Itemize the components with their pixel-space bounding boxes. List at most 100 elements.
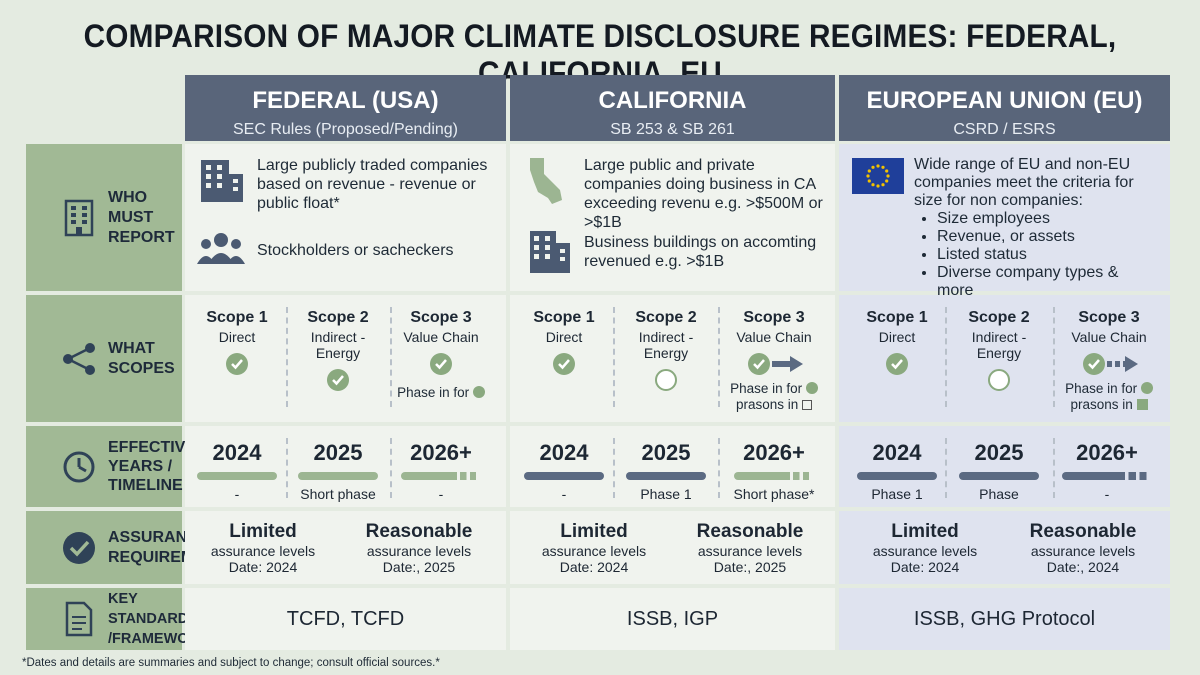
standards-text: ISSB, GHG Protocol xyxy=(913,608,1096,630)
row-label-scopes: WHAT SCOPES xyxy=(26,295,182,422)
scopes-federal: Scope 1 Direct Scope 2 Indirect - Energy… xyxy=(185,295,506,422)
assurance-date: Date: 2024 xyxy=(228,559,298,575)
header-california-subtitle: SB 253 & SB 261 xyxy=(610,121,735,138)
year-phase: - xyxy=(234,486,240,502)
assurance-limited: Limited assurance levels Date: 2024 xyxy=(855,521,995,575)
divider xyxy=(390,307,392,407)
california-map-icon xyxy=(526,156,566,211)
scope-name: Scope 3 xyxy=(1078,309,1140,326)
assurance-date: Date: 2024 xyxy=(890,559,960,575)
check-icon xyxy=(1140,382,1153,394)
scope-3: Scope 3 Value Chain Phase in for prasons… xyxy=(718,309,830,413)
year-label: 2026+ xyxy=(743,440,805,465)
document-icon xyxy=(60,600,98,638)
assurance-level: Limited xyxy=(891,521,959,542)
scope-3: Scope 3 Value Chain Phase in for xyxy=(391,309,491,400)
assurance-level: Reasonable xyxy=(365,521,473,542)
empty-circle-icon xyxy=(988,369,1010,391)
assurance-sub: assurance levels xyxy=(1030,543,1136,559)
scope-3: Scope 3 Value Chain Phase in for prasons… xyxy=(1053,309,1165,413)
year-2026plus: 2026+ Short phase* xyxy=(724,440,824,502)
list-item: Size employees xyxy=(937,210,1157,228)
assurance-sub: assurance levels xyxy=(697,543,803,559)
assurance-limited: Limited assurance levels Date: 2024 xyxy=(193,521,333,575)
divider xyxy=(390,438,392,498)
header-federal: FEDERAL (USA) SEC Rules (Proposed/Pendin… xyxy=(185,75,506,141)
scope-name: Scope 3 xyxy=(743,309,805,326)
empty-square-icon xyxy=(802,400,813,410)
years-eu: 2024 Phase 1 2025 Phase 2026+ - xyxy=(839,426,1170,507)
scope-name: Scope 2 xyxy=(968,309,1030,326)
scopes-eu: Scope 1 Direct Scope 2 Indirect - Energy… xyxy=(839,295,1170,422)
who-federal-text-1: Large publicly traded companies based on… xyxy=(257,157,488,212)
check-icon xyxy=(327,369,349,391)
check-icon xyxy=(430,353,452,375)
scope-desc: Value Chain xyxy=(403,329,479,345)
scope-1: Scope 1 Direct xyxy=(514,309,614,375)
assurance-california: Limited assurance levels Date: 2024 Reas… xyxy=(510,511,835,584)
scope-name: Scope 2 xyxy=(307,309,369,326)
list-item: Diverse company types & more xyxy=(937,264,1157,300)
phase-note: Phase in for prasons in xyxy=(1053,381,1165,413)
assurance-level: Limited xyxy=(229,521,297,542)
year-phase: Phase 1 xyxy=(640,486,692,502)
scope-name: Scope 3 xyxy=(410,309,472,326)
timeline-bar-dashed xyxy=(401,472,481,480)
building-icon xyxy=(60,199,98,237)
building-icon xyxy=(199,158,245,207)
check-icon xyxy=(472,386,485,398)
year-label: 2025 xyxy=(974,440,1024,465)
year-phase: - xyxy=(561,486,567,502)
year-label: 2026+ xyxy=(410,440,472,465)
scope-desc: Direct xyxy=(878,329,916,345)
phase-note: Phase in for prasons in xyxy=(718,381,830,413)
year-label: 2024 xyxy=(872,440,922,465)
people-icon xyxy=(197,232,245,271)
timeline-bar xyxy=(298,472,378,480)
assurance-sub: assurance levels xyxy=(366,543,472,559)
assurance-date: Date: 2024 xyxy=(559,559,629,575)
clock-icon xyxy=(60,448,98,486)
check-icon xyxy=(226,353,248,375)
timeline-bar xyxy=(959,472,1039,480)
timeline-bar-dashed xyxy=(1062,472,1152,480)
year-phase: Phase 1 xyxy=(871,486,923,502)
timeline-bar xyxy=(626,472,706,480)
check-icon xyxy=(886,353,908,375)
year-phase: - xyxy=(438,486,444,502)
year-phase: Short phase* xyxy=(733,486,815,502)
standards-federal: TCFD, TCFD xyxy=(185,588,506,650)
year-phase: - xyxy=(1104,486,1110,502)
phase-note-text: Phase in for xyxy=(397,385,470,400)
who-eu-intro: Wide range of EU and non-EU companies me… xyxy=(914,156,1134,209)
empty-circle-icon xyxy=(655,369,677,391)
header-federal-title: FEDERAL (USA) xyxy=(252,87,439,114)
year-2026plus: 2026+ - xyxy=(393,440,489,502)
assurance-level: Limited xyxy=(560,521,628,542)
divider xyxy=(718,307,720,407)
scope-2: Scope 2 Indirect - Energy xyxy=(616,309,716,391)
row-label-years: EFFECTIVE YEARS / TIMELINE xyxy=(26,426,196,507)
scopes-california: Scope 1 Direct Scope 2 Indirect - Energy… xyxy=(510,295,835,422)
phase-note-text: Phase in for xyxy=(730,381,803,396)
header-eu: EUROPEAN UNION (EU) CSRD / ESRS xyxy=(839,75,1170,141)
assurance-reasonable: Reasonable assurance levels Date:, 2025 xyxy=(349,521,489,575)
phase-note-text: prasons in xyxy=(1070,397,1133,412)
who-california-text-2: Business buildings on accomting revenued… xyxy=(584,234,817,270)
page-title: COMPARISON OF MAJOR CLIMATE DISCLOSURE R… xyxy=(83,18,1117,91)
filled-square-icon xyxy=(1136,399,1148,410)
divider xyxy=(945,307,947,407)
years-federal: 2024 - 2025 Short phase 2026+ - xyxy=(185,426,506,507)
year-2024: 2024 - xyxy=(189,440,285,502)
year-2024: 2024 - xyxy=(516,440,612,502)
timeline-bar xyxy=(524,472,604,480)
divider xyxy=(613,307,615,407)
share-icon xyxy=(60,340,98,378)
scope-name: Scope 1 xyxy=(866,309,928,326)
scope-name: Scope 2 xyxy=(635,309,697,326)
year-2026plus: 2026+ - xyxy=(1059,440,1155,502)
assurance-date: Date:, 2024 xyxy=(1046,559,1120,575)
year-label: 2026+ xyxy=(1076,440,1138,465)
assurance-eu: Limited assurance levels Date: 2024 Reas… xyxy=(839,511,1170,584)
row-label-who-text: WHO MUST REPORT xyxy=(108,188,175,246)
